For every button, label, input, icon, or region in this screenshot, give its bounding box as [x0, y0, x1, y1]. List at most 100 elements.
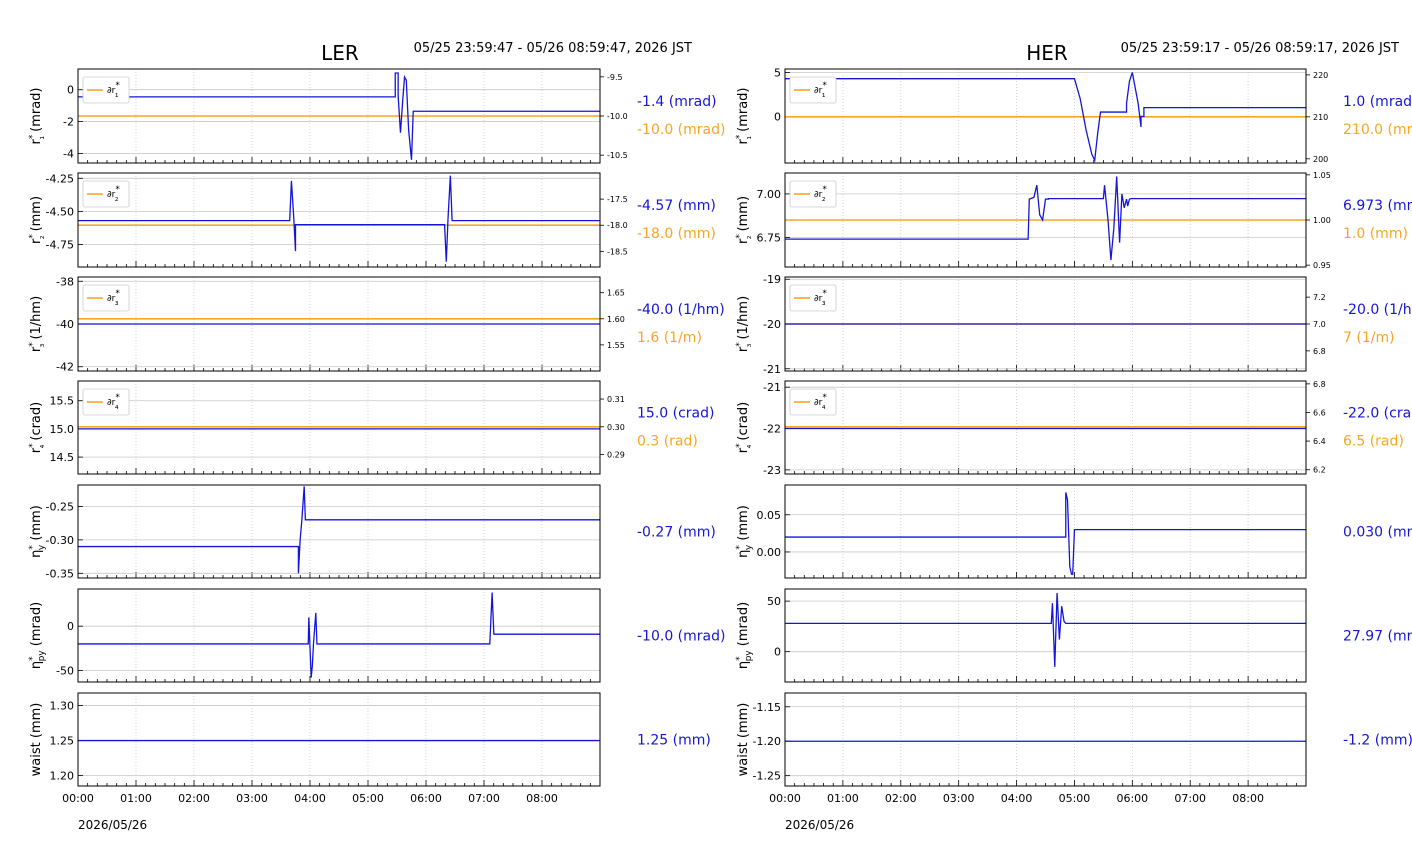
- her-panel-2-y2tick-label: 1.05: [1313, 171, 1331, 180]
- her-panel-4-frame: [784, 380, 1307, 475]
- her-panel-7-frame: [784, 692, 1307, 787]
- ler-panel-1-value-current: -1.4 (mrad): [637, 94, 717, 110]
- ler-panel-1-ytick-label: 0: [67, 84, 74, 97]
- her-panel-7-xtick-label: 01:00: [827, 792, 859, 805]
- her-panel-7-ytick-label: -1.20: [753, 735, 781, 748]
- her-panel-4-ytick-label: -23: [763, 464, 781, 477]
- her-panel-7-xtick-label: 07:00: [1174, 792, 1206, 805]
- ler-panel-3-ytick-label: -42: [56, 361, 74, 374]
- ler-panel-7-ylabel: waist (mm): [29, 703, 44, 777]
- ler-panel-7-frame: [77, 692, 601, 787]
- her-panel-7-ytick-label: -1.25: [753, 770, 781, 783]
- ler-panel-4-ytick-label: 14.5: [50, 451, 75, 464]
- ler-panel-4-y2tick-label: 0.31: [607, 395, 625, 404]
- ler-panel-4-ytick-label: 15.0: [50, 423, 75, 436]
- her-panel-3-legend-label: ∂r* ₃: [814, 289, 827, 308]
- ler-panel-5-value-current: -0.27 (mm): [637, 525, 716, 541]
- her-panel-2-legend: ∂r* ₂: [789, 180, 837, 208]
- her-panel-4-ytick-label: -22: [763, 423, 781, 436]
- ler-panel-3-frame: [77, 276, 601, 372]
- ler-panel-2-ylabel: r*₂ (mm): [28, 196, 47, 244]
- ler-panel-1-y2tick-label: -9.5: [607, 73, 623, 82]
- her-panel-6-value-current: 27.97 (mrad): [1343, 629, 1412, 645]
- ler-panel-2-ytick-label: -4.75: [46, 238, 74, 251]
- ler-panel-1-ytick-label: -2: [63, 116, 74, 129]
- her-panel-6-ytick-label: 50: [767, 595, 781, 608]
- her-panel-1-legend-label: ∂r* ₁: [814, 81, 827, 100]
- ler-chart-column: -4 -2 0 -10.5 -10.0 -9.5 ∂r* ₁ r*₁ (mrad) -1.4 (…: [28, 68, 725, 805]
- her-panel-1-y2tick-label: 220: [1313, 71, 1328, 80]
- her-panel-7-xtick-label: 02:00: [885, 792, 917, 805]
- ler-panel-1-series-line: [78, 72, 600, 160]
- ler-panel-4-value-current: 15.0 (crad): [637, 406, 714, 422]
- ler-panel-3-value-reference: 1.6 (1/m): [637, 330, 702, 346]
- ler-panel-1-legend: ∂r* ₁: [82, 76, 130, 104]
- ler-panel-3-ytick-label: -40: [56, 318, 74, 331]
- ler-panel-4-legend-label: ∂r* ₄: [107, 393, 120, 412]
- her-panel-4-y2tick-label: 6.4: [1313, 437, 1326, 446]
- ler-panel-2-ytick-label: -4.25: [46, 172, 74, 185]
- ler-panel-2: -4.75 -4.50 -4.25 -18.5 -18.0 -17.5 ∂r* ₂ r*₂ (…: [28, 172, 716, 268]
- ler-panel-7-xtick-label: 07:00: [468, 792, 500, 805]
- her-panel-3-y2tick-label: 6.8: [1313, 347, 1326, 356]
- her-panel-2-legend-box: [789, 180, 837, 208]
- ler-panel-7-xtick-label: 06:00: [410, 792, 442, 805]
- her-panel-1: 0 5 200 210 220 ∂r* ₁ r*₁ (mrad) 1.0 (mrad) 210.…: [735, 67, 1412, 164]
- ler-panel-5: -0.35 -0.30 -0.25η*y (mm) -0.27 (mm): [28, 484, 716, 580]
- her-panel-3-legend-box: [789, 284, 837, 312]
- ler-panel-7-xtick-label: 02:00: [178, 792, 210, 805]
- ler-panel-6-series-line: [78, 592, 600, 678]
- her-panel-5: 0.00 0.05η*y (mm) 0.030 (mm): [735, 484, 1412, 579]
- ler-panel-4-y2tick-label: 0.30: [607, 423, 625, 432]
- ler-panel-6-ytick-label: 0: [67, 620, 74, 633]
- ler-panel-6-ylabel: η*py (mrad): [28, 602, 47, 669]
- ler-panel-3-y2tick-label: 1.60: [607, 315, 625, 324]
- ler-panel-3-value-current: -40.0 (1/hm): [637, 302, 725, 318]
- her-panel-7-ylabel: waist (mm): [736, 703, 751, 777]
- her-panel-3-y2tick-label: 7.2: [1313, 293, 1326, 302]
- her-panel-6: 0 50 η*py (mrad) 27.97 (mrad): [735, 588, 1412, 683]
- ler-panel-5-ylabel: η*y (mm): [28, 505, 47, 558]
- her-panel-4-value-current: -22.0 (crad): [1343, 406, 1412, 422]
- ler-panel-2-legend-box: [82, 180, 130, 208]
- her-panel-7-xtick-label: 05:00: [1059, 792, 1091, 805]
- ler-date-label: 2026/05/26: [78, 818, 147, 832]
- her-panel-2-ylabel: r*₂ (mm): [735, 196, 754, 244]
- ler-panel-5-ytick-label: -0.35: [46, 567, 74, 580]
- ler-panel-3-legend-label: ∂r* ₃: [107, 289, 120, 308]
- ler-panel-1: -4 -2 0 -10.5 -10.0 -9.5 ∂r* ₁ r*₁ (mrad) -1.4 (…: [28, 68, 725, 164]
- ler-panel-7-ytick-label: 1.25: [50, 735, 75, 748]
- ler-panel-7: 1.20 1.25 1.30 waist (mm) 1.25 (mm) 00:00 01:0…: [29, 692, 711, 805]
- her-panel-2-ytick-label: 7.00: [757, 188, 782, 201]
- her-panel-6-ylabel: η*py (mrad): [735, 602, 754, 669]
- ler-panel-1-y2tick-label: -10.5: [607, 151, 628, 160]
- ler-panel-6: -50 0 η*py (mrad) -10.0 (mrad): [28, 588, 725, 683]
- her-panel-5-frame: [784, 484, 1307, 579]
- ler-panel-2-value-reference: -18.0 (mm): [637, 226, 716, 242]
- ler-panel-2-y2tick-label: -18.5: [607, 247, 628, 256]
- her-panel-2-ytick-label: 6.75: [757, 231, 782, 244]
- ler-panel-6-ytick-label: -50: [56, 664, 74, 677]
- her-panel-4-legend-box: [789, 388, 837, 416]
- her-panel-7-xtick-label: 00:00: [769, 792, 801, 805]
- her-panel-4-value-reference: 6.5 (rad): [1343, 434, 1404, 450]
- her-panel-1-frame: [784, 68, 1307, 164]
- her-panel-4-y2tick-label: 6.2: [1313, 466, 1326, 475]
- her-panel-7-xtick-label: 03:00: [943, 792, 975, 805]
- ler-panel-2-legend: ∂r* ₂: [82, 180, 130, 208]
- ler-panel-7-ytick-label: 1.20: [50, 770, 75, 783]
- her-panel-3-ytick-label: -21: [763, 363, 781, 376]
- ler-panel-7-xtick-label: 03:00: [236, 792, 268, 805]
- her-chart-column: 0 5 200 210 220 ∂r* ₁ r*₁ (mrad) 1.0 (mrad) 210.…: [735, 67, 1412, 805]
- her-panel-6-ytick-label: 0: [774, 646, 781, 659]
- ler-panel-4: 14.5 15.0 15.5 0.29 0.30 0.31 ∂r* ₄ r*₄ (crad) 1…: [28, 380, 714, 475]
- ler-time-range: 05/25 23:59:47 - 05/26 08:59:47, 2026 JS…: [414, 41, 692, 56]
- ler-panel-5-ytick-label: -0.30: [46, 534, 74, 547]
- ler-panel-1-y2tick-label: -10.0: [607, 112, 628, 121]
- ler-panel-1-frame: [77, 68, 601, 164]
- her-panel-2-y2tick-label: 0.95: [1313, 261, 1331, 270]
- her-panel-3-ylabel: r*₃ (1/hm): [735, 296, 754, 352]
- ler-panel-1-ylabel: r*₁ (mrad): [28, 88, 47, 145]
- ler-panel-7-xtick-label: 01:00: [120, 792, 152, 805]
